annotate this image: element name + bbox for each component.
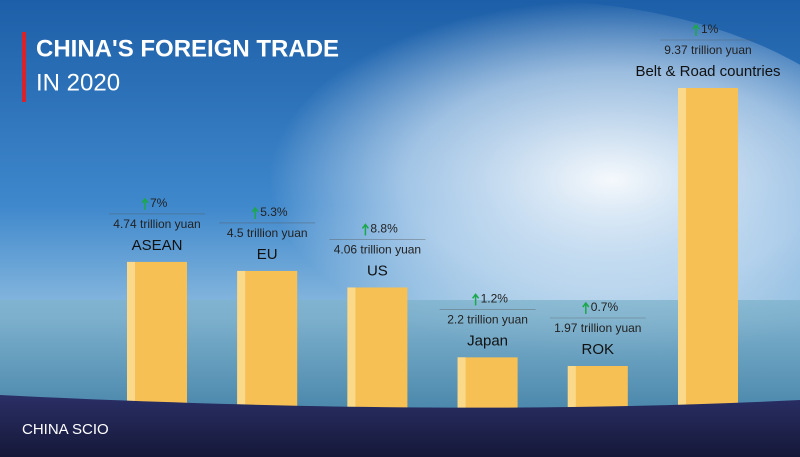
bar-highlight (237, 270, 246, 440)
category-label: Japan (467, 332, 508, 349)
growth-arrow (141, 197, 149, 210)
category-label: EU (257, 246, 278, 263)
value-label: 4.5 trillion yuan (227, 226, 308, 240)
growth-label: 1% (701, 22, 719, 36)
bar (678, 88, 738, 440)
growth-label: 8.8% (370, 222, 398, 236)
category-label: ROK (582, 341, 615, 358)
value-label: 9.37 trillion yuan (664, 43, 751, 57)
growth-label: 5.3% (260, 205, 288, 219)
value-label: 4.74 trillion yuan (113, 217, 200, 231)
source: CHINA SCIO (22, 421, 109, 438)
value-label: 1.97 trillion yuan (554, 321, 641, 335)
ship-hull (0, 395, 800, 457)
growth-label: 0.7% (591, 300, 619, 314)
chart-subtitle: IN 2020 (36, 69, 120, 96)
growth-arrow (251, 206, 259, 219)
title-accent (22, 32, 26, 102)
category-label: Belt & Road countries (635, 63, 780, 80)
bar-highlight (567, 365, 576, 440)
growth-arrow (582, 301, 590, 314)
bar-highlight (678, 88, 686, 440)
growth-arrow (361, 223, 369, 236)
growth-arrow (692, 23, 700, 36)
growth-label: 7% (150, 196, 168, 210)
value-label: 4.06 trillion yuan (334, 243, 421, 257)
growth-label: 1.2% (481, 292, 509, 306)
category-label: ASEAN (132, 237, 183, 254)
value-label: 2.2 trillion yuan (447, 313, 528, 327)
bar-highlight (457, 357, 466, 440)
chart-title: CHINA'S FOREIGN TRADE (36, 35, 339, 62)
clouds (140, 0, 800, 400)
category-label: US (367, 262, 388, 279)
growth-arrow (472, 293, 480, 306)
bar-highlight (127, 261, 135, 440)
bar-highlight (347, 287, 356, 440)
